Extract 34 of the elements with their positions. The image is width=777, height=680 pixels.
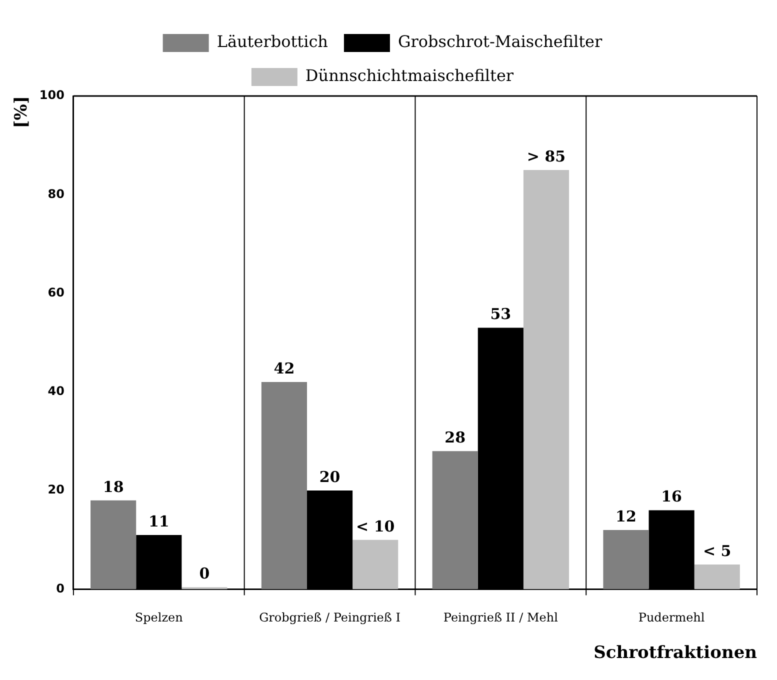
bar bbox=[90, 500, 136, 590]
data-label: 20 bbox=[319, 468, 340, 486]
data-label: 11 bbox=[148, 512, 170, 530]
data-label: 16 bbox=[661, 488, 682, 506]
bar bbox=[694, 564, 740, 590]
x-tick-label: Spelzen bbox=[134, 610, 184, 625]
data-label: 12 bbox=[616, 507, 636, 526]
x-tick-label: Pudermehl bbox=[638, 610, 705, 625]
data-label: < 5 bbox=[703, 542, 732, 560]
x-axis-title: Schrotfraktionen bbox=[594, 643, 757, 664]
data-label: 42 bbox=[274, 359, 295, 378]
bar bbox=[261, 382, 307, 590]
y-tick-label: 0 bbox=[56, 581, 64, 596]
y-tick-label: 100 bbox=[39, 88, 64, 102]
y-axis-title: [%] bbox=[12, 96, 32, 128]
legend-label: Dünnschichtmaischefilter bbox=[305, 66, 514, 86]
x-tick-label: Grobgrieß / Peingrieß I bbox=[259, 610, 401, 625]
data-label: 0 bbox=[199, 564, 210, 583]
legend-label: Grobschrot-Maischefilter bbox=[398, 32, 603, 52]
data-label: 18 bbox=[102, 478, 124, 496]
y-tick-label: 80 bbox=[48, 186, 64, 201]
bar bbox=[603, 530, 649, 590]
legend-label: Läuterbottich bbox=[216, 32, 328, 52]
data-label: > 85 bbox=[526, 147, 566, 166]
y-tick-label: 20 bbox=[48, 482, 64, 497]
y-tick-label: 40 bbox=[48, 384, 64, 398]
bar bbox=[432, 451, 478, 590]
data-label: < 10 bbox=[356, 517, 395, 536]
x-tick-label: Peingrieß II / Mehl bbox=[443, 610, 558, 625]
data-label: 28 bbox=[444, 428, 466, 446]
y-tick-label: 60 bbox=[48, 285, 64, 300]
data-label: 53 bbox=[490, 305, 512, 324]
bar bbox=[523, 170, 570, 590]
bar bbox=[352, 540, 398, 590]
